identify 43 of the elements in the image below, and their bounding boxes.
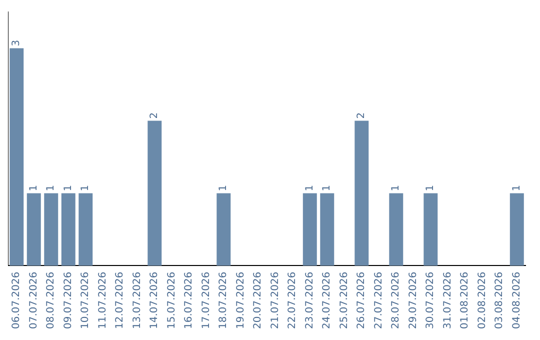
x-tick-label: 11.07.2026 [97, 272, 108, 330]
x-tick-label: 25.07.2026 [338, 272, 350, 330]
data-label: 1 [62, 184, 74, 192]
data-label: 1 [218, 184, 230, 192]
x-tick-label: 17.07.2026 [200, 272, 212, 330]
data-label: 1 [322, 184, 333, 192]
x-tick-label: 16.07.2026 [184, 272, 195, 330]
x-tick-label: 07.07.2026 [28, 272, 40, 330]
x-tick-label: 15.07.2026 [166, 272, 178, 330]
x-tick-label: 01.08.2026 [460, 272, 471, 330]
x-tick-label: 27.07.2026 [373, 272, 384, 330]
x-tick-label: 29.07.2026 [408, 272, 419, 330]
x-tick-label: 13.07.2026 [132, 272, 143, 330]
x-tick-label: 03.08.2026 [494, 272, 506, 330]
data-label: 1 [46, 184, 57, 192]
x-tick-label: 02.08.2026 [476, 272, 488, 330]
x-tick-label: 28.07.2026 [390, 272, 402, 330]
x-tick-label: 06.07.2026 [11, 272, 22, 330]
data-label: 1 [390, 184, 402, 192]
x-tick-label: 10.07.2026 [80, 272, 92, 330]
data-label: 1 [28, 184, 40, 192]
x-tick-label: 18.07.2026 [218, 272, 230, 330]
data-label: 1 [425, 184, 436, 192]
data-label: 1 [511, 184, 522, 192]
x-tick-label: 04.08.2026 [511, 272, 522, 330]
data-label: 1 [80, 184, 92, 192]
x-tick-label: 26.07.2026 [356, 272, 368, 330]
x-tick-label: 20.07.2026 [252, 272, 264, 330]
x-tick-label: 24.07.2026 [322, 272, 333, 330]
data-label: 2 [356, 112, 368, 119]
x-tick-label: 12.07.2026 [114, 272, 126, 330]
x-tick-label: 14.07.2026 [149, 272, 160, 330]
x-tick-label: 31.07.2026 [442, 272, 454, 330]
x-tick-label: 19.07.2026 [235, 272, 246, 330]
x-tick-label: 08.07.2026 [46, 272, 57, 330]
x-tick-label: 30.07.2026 [425, 272, 436, 330]
data-label: 1 [304, 184, 316, 192]
x-tick-label: 22.07.2026 [287, 272, 298, 330]
x-tick-label: 09.07.2026 [62, 272, 74, 330]
x-tick-label: 23.07.2026 [304, 272, 316, 330]
data-label: 3 [11, 40, 22, 46]
data-label: 2 [149, 112, 160, 119]
x-tick-label: 21.07.2026 [270, 272, 281, 330]
